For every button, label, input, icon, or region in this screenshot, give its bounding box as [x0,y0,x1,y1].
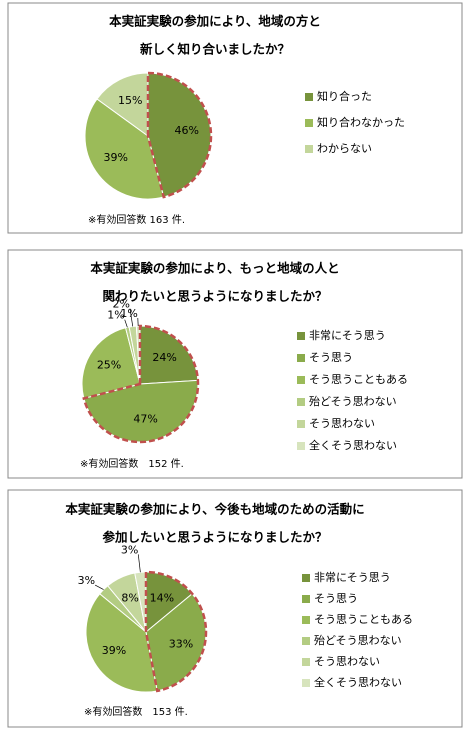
panel-frame [7,249,463,479]
pie-panel: 本実証実験の参加により、今後も地域のための活動に参加したいと思うようになりました… [7,489,463,728]
leader-line [129,308,134,327]
legend-label: わからない [317,142,372,155]
legend-label: そう思うこともある [309,373,408,386]
chart-title: 新しく知り合いましたか？ [140,42,290,57]
pie-slice [84,98,165,200]
leader-line [124,319,128,328]
legend-label: 知り合った [317,89,372,103]
note: ※有効回答数 153 件. [84,705,188,718]
pie-slice [81,327,141,400]
legend-label: 全くそう思わない [309,438,397,452]
legend-label: 殆どそう思わない [309,394,397,408]
legend-swatch [302,574,310,582]
legend-label: そう思う [309,351,353,364]
legend-swatch [297,332,305,340]
legend-label: 殆どそう思わない [314,633,402,647]
data-label: 2% [113,298,130,311]
legend-swatch [305,119,313,127]
pie-slice [85,593,158,693]
legend-swatch [302,658,310,666]
legend-swatch [302,595,310,603]
note: ※有効回答数 163 件. [88,213,185,226]
data-label: 39% [103,151,127,164]
legend-swatch [297,420,305,428]
legend-swatch [305,145,313,153]
data-label: 47% [133,413,157,426]
highlight-outline [144,570,208,693]
legend-label: 非常にそう思う [314,571,391,584]
legend-label: そう思わない [314,655,380,668]
legend-label: そう思わない [309,417,375,430]
legend-label: そう思うこともある [314,613,413,626]
legend-swatch [305,93,313,101]
panel-frame [7,2,463,234]
legend-swatch [297,398,305,406]
data-label: 46% [175,124,199,137]
note: ※有効回答数 152 件. [80,457,184,470]
chart-title: 本実証実験の参加により、今後も地域のための活動に [65,502,364,517]
chart-title: 本実証実験の参加により、地域の方と [109,14,321,29]
pie-slice [96,72,149,137]
legend-swatch [297,354,305,362]
data-label: 33% [169,638,193,651]
legend-swatch [302,679,310,687]
panel-frame [7,489,463,728]
legend-label: 全くそう思わない [314,675,402,689]
data-label: 3% [78,574,95,587]
data-label: 3% [121,543,138,556]
legend-swatch [302,637,310,645]
legend-swatch [297,442,305,450]
data-label: 8% [121,591,138,604]
legend-swatch [302,616,310,624]
legend-label: 知り合わなかった [317,115,405,129]
chart-title: 関わりたいと思うようになりましたか？ [102,289,327,304]
data-label: 1% [120,307,137,320]
chart-title: 本実証実験の参加により、もっと地域の人と [90,261,339,276]
data-label: 24% [152,351,176,364]
chart-title: 参加したいと思うようになりましたか？ [102,530,327,545]
data-label: 1% [107,309,124,322]
data-label: 25% [97,359,121,372]
data-label: 39% [102,644,126,657]
legend-label: そう思う [314,592,358,605]
highlight-outline [146,71,213,199]
highlight-outline [82,324,200,444]
leader-line [94,584,104,590]
data-label: 14% [150,591,174,604]
legend-label: 非常にそう思う [309,329,386,342]
legend-swatch [297,376,305,384]
leader-line [137,554,141,573]
data-label: 15% [118,94,142,107]
